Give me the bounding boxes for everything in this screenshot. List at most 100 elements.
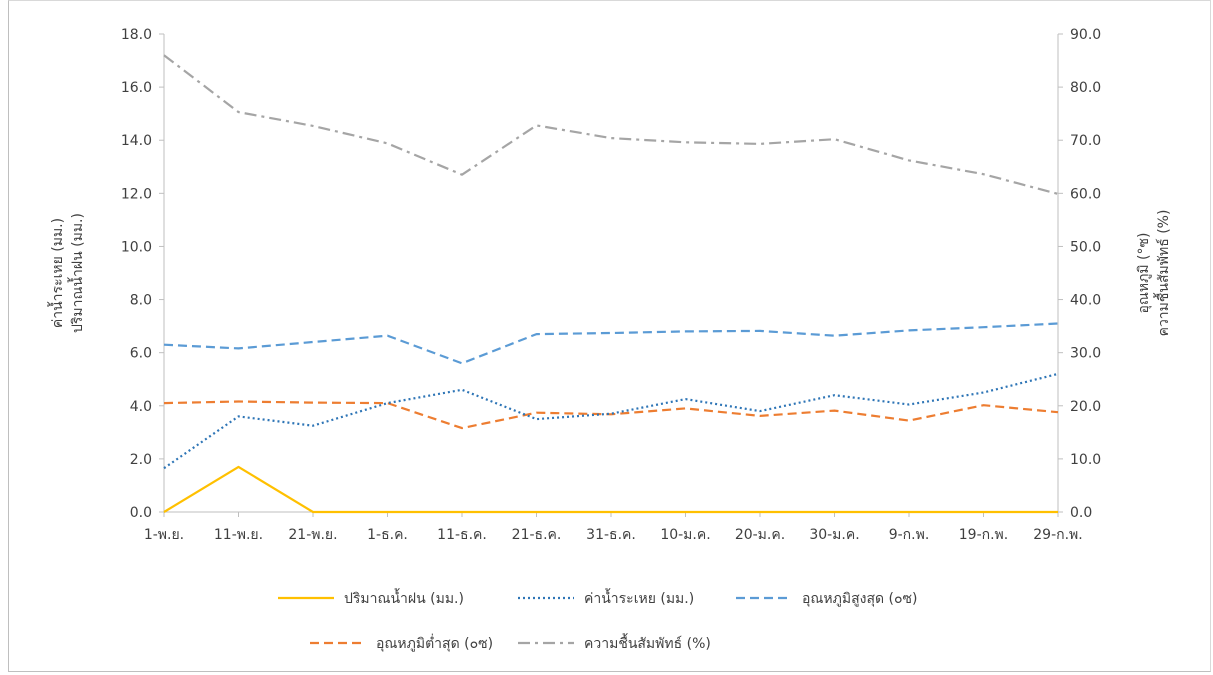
series-0-point xyxy=(610,511,612,513)
series-1-point xyxy=(237,415,239,417)
series-2-point xyxy=(312,341,314,343)
series-2-point xyxy=(833,335,835,337)
x-tick-label: 21-ธ.ค. xyxy=(512,527,562,543)
series-2-point xyxy=(461,362,463,364)
right-tick-label: 60.0 xyxy=(1070,186,1101,202)
x-tick-label: 9-ก.พ. xyxy=(889,527,930,543)
series-4-point xyxy=(908,159,910,161)
series-3-point xyxy=(759,415,761,417)
right-tick-label: 40.0 xyxy=(1070,293,1101,309)
series-2-point xyxy=(163,344,165,346)
x-tick-label: 19-ก.พ. xyxy=(959,527,1008,543)
series-3-point xyxy=(982,404,984,406)
right-tick-label: 20.0 xyxy=(1070,399,1101,415)
x-tick-label: 11-พ.ย. xyxy=(214,527,263,543)
legend-label-0: ปริมาณน้ำฝน (มม.) xyxy=(344,588,464,607)
series-0-point xyxy=(833,511,835,513)
chart-frame xyxy=(8,0,1211,672)
left-tick-label: 12.0 xyxy=(121,186,152,202)
series-4-point xyxy=(237,111,239,113)
left-tick-label: 0.0 xyxy=(130,505,152,521)
series-3-point xyxy=(312,401,314,403)
right-tick-label: 70.0 xyxy=(1070,133,1101,149)
series-0-point xyxy=(461,511,463,513)
series-1-point xyxy=(908,403,910,405)
x-tick-label: 11-ธ.ค. xyxy=(437,527,487,543)
series-0-point xyxy=(163,511,165,513)
x-tick-label: 1-พ.ย. xyxy=(144,527,184,543)
series-1-point xyxy=(759,410,761,412)
series-2-point xyxy=(982,326,984,328)
series-4-point xyxy=(982,173,984,175)
series-3-point xyxy=(684,407,686,409)
series-1-point xyxy=(833,394,835,396)
series-0-point xyxy=(759,511,761,513)
series-1-point xyxy=(535,418,537,420)
series-layer xyxy=(163,54,1059,514)
series-1-point xyxy=(386,402,388,404)
legend-label-2: อุณหภูมิสูงสุด (๐ซ) xyxy=(802,591,918,607)
series-4-point xyxy=(1057,193,1059,195)
series-2-point xyxy=(684,330,686,332)
series-0-point xyxy=(386,511,388,513)
x-tick-label: 30-ม.ค. xyxy=(809,527,859,543)
left-axis-title-line: ปริมาณน้ำฝน (มม.) xyxy=(67,213,86,333)
series-1-point xyxy=(461,389,463,391)
right-tick-label: 90.0 xyxy=(1070,27,1101,43)
left-tick-label: 8.0 xyxy=(130,293,152,309)
series-3-point xyxy=(535,412,537,414)
series-4-point xyxy=(535,124,537,126)
series-line-2 xyxy=(163,322,1059,365)
series-line-4 xyxy=(163,54,1059,195)
series-3-point xyxy=(833,409,835,411)
x-tick-label: 10-ม.ค. xyxy=(660,527,710,543)
x-tick-label: 21-พ.ย. xyxy=(288,527,337,543)
series-1-point xyxy=(312,425,314,427)
series-0-point xyxy=(982,511,984,513)
series-0-point xyxy=(312,511,314,513)
series-4-point xyxy=(461,174,463,176)
series-3-point xyxy=(461,427,463,429)
series-1-point xyxy=(163,467,165,469)
left-tick-label: 6.0 xyxy=(130,346,152,362)
right-axis-title-line: อุณหภูมิ (°ซ) xyxy=(1136,233,1152,314)
right-tick-label: 30.0 xyxy=(1070,346,1101,362)
right-tick-label: 0.0 xyxy=(1070,505,1092,521)
left-tick-label: 4.0 xyxy=(130,399,152,415)
series-1-point xyxy=(610,413,612,415)
series-4-point xyxy=(312,125,314,127)
series-line-1 xyxy=(163,372,1059,470)
series-2-point xyxy=(535,333,537,335)
series-3-point xyxy=(908,419,910,421)
series-2-point xyxy=(237,347,239,349)
left-tick-label: 14.0 xyxy=(121,133,152,149)
series-2-point xyxy=(908,329,910,331)
legend-label-3: อุณหภูมิต่ำสุด (๐ซ) xyxy=(376,634,493,652)
x-tick-label: 29-ก.พ. xyxy=(1033,527,1082,543)
series-0-point xyxy=(535,511,537,513)
series-4-point xyxy=(759,143,761,145)
series-2-point xyxy=(610,332,612,334)
series-4-point xyxy=(163,54,165,56)
series-line-0 xyxy=(163,465,1058,514)
series-4-point xyxy=(610,137,612,139)
series-4-point xyxy=(684,141,686,143)
x-tick-label: 1-ธ.ค. xyxy=(367,527,408,543)
right-axis-title-line: ความชื้นสัมพัทธ์ (%) xyxy=(1153,210,1172,337)
right-tick-label: 80.0 xyxy=(1070,80,1101,96)
series-1-point xyxy=(684,398,686,400)
legend-label-1: ค่าน้ำระเหย (มม.) xyxy=(584,588,694,607)
series-0-point xyxy=(1057,511,1059,513)
left-tick-label: 18.0 xyxy=(121,27,152,43)
right-tick-label: 50.0 xyxy=(1070,239,1101,255)
left-tick-label: 10.0 xyxy=(121,239,152,255)
series-2-point xyxy=(386,335,388,337)
series-4-point xyxy=(833,138,835,140)
series-3-point xyxy=(1057,411,1059,413)
series-1-point xyxy=(982,391,984,393)
right-tick-label: 10.0 xyxy=(1070,452,1101,468)
series-3-point xyxy=(163,402,165,404)
series-2-point xyxy=(1057,322,1059,324)
left-axis-title-line: ค่าน้ำระเหย (มม.) xyxy=(47,218,66,328)
